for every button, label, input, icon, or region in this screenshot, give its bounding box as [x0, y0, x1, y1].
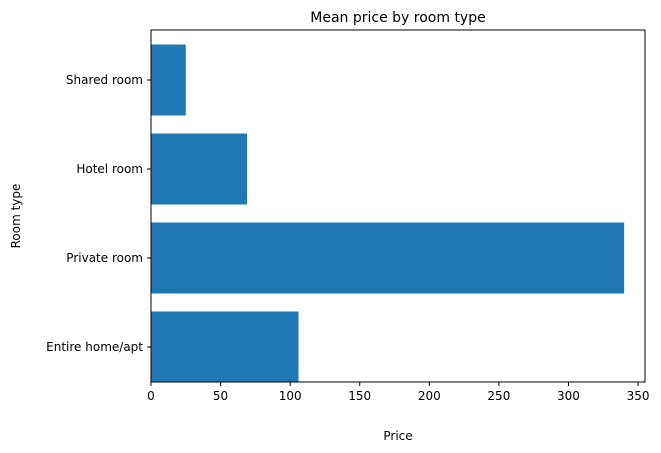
x-tick-label: 350 [627, 389, 650, 403]
y-tick-label: Hotel room [76, 162, 143, 176]
x-tick-label: 250 [487, 389, 510, 403]
y-tick-label: Entire home/apt [46, 340, 143, 354]
x-tick-label: 0 [147, 389, 155, 403]
chart-title: Mean price by room type [310, 10, 485, 26]
y-axis-label: Room type [9, 184, 23, 249]
x-tick-label: 50 [213, 389, 228, 403]
x-tick-label: 100 [279, 389, 302, 403]
bar-hotel-room [151, 133, 248, 205]
y-tick-label: Shared room [66, 73, 143, 87]
plot-area-frame [150, 29, 646, 383]
x-axis-label: Price [383, 429, 412, 443]
x-tick-label: 200 [418, 389, 441, 403]
bar-shared-room [151, 44, 186, 116]
y-tick-label: Private room [66, 251, 143, 265]
bars-group [151, 44, 625, 383]
bar-private-room [151, 222, 625, 294]
x-tick-label: 300 [557, 389, 580, 403]
x-axis-ticks: 0 50 100 150 200 250 300 350 [147, 382, 649, 403]
x-tick-label: 150 [348, 389, 371, 403]
bar-entire-home-apt [151, 311, 299, 383]
y-axis-ticks: Entire home/apt Private room Hotel room Sha… [46, 73, 151, 354]
